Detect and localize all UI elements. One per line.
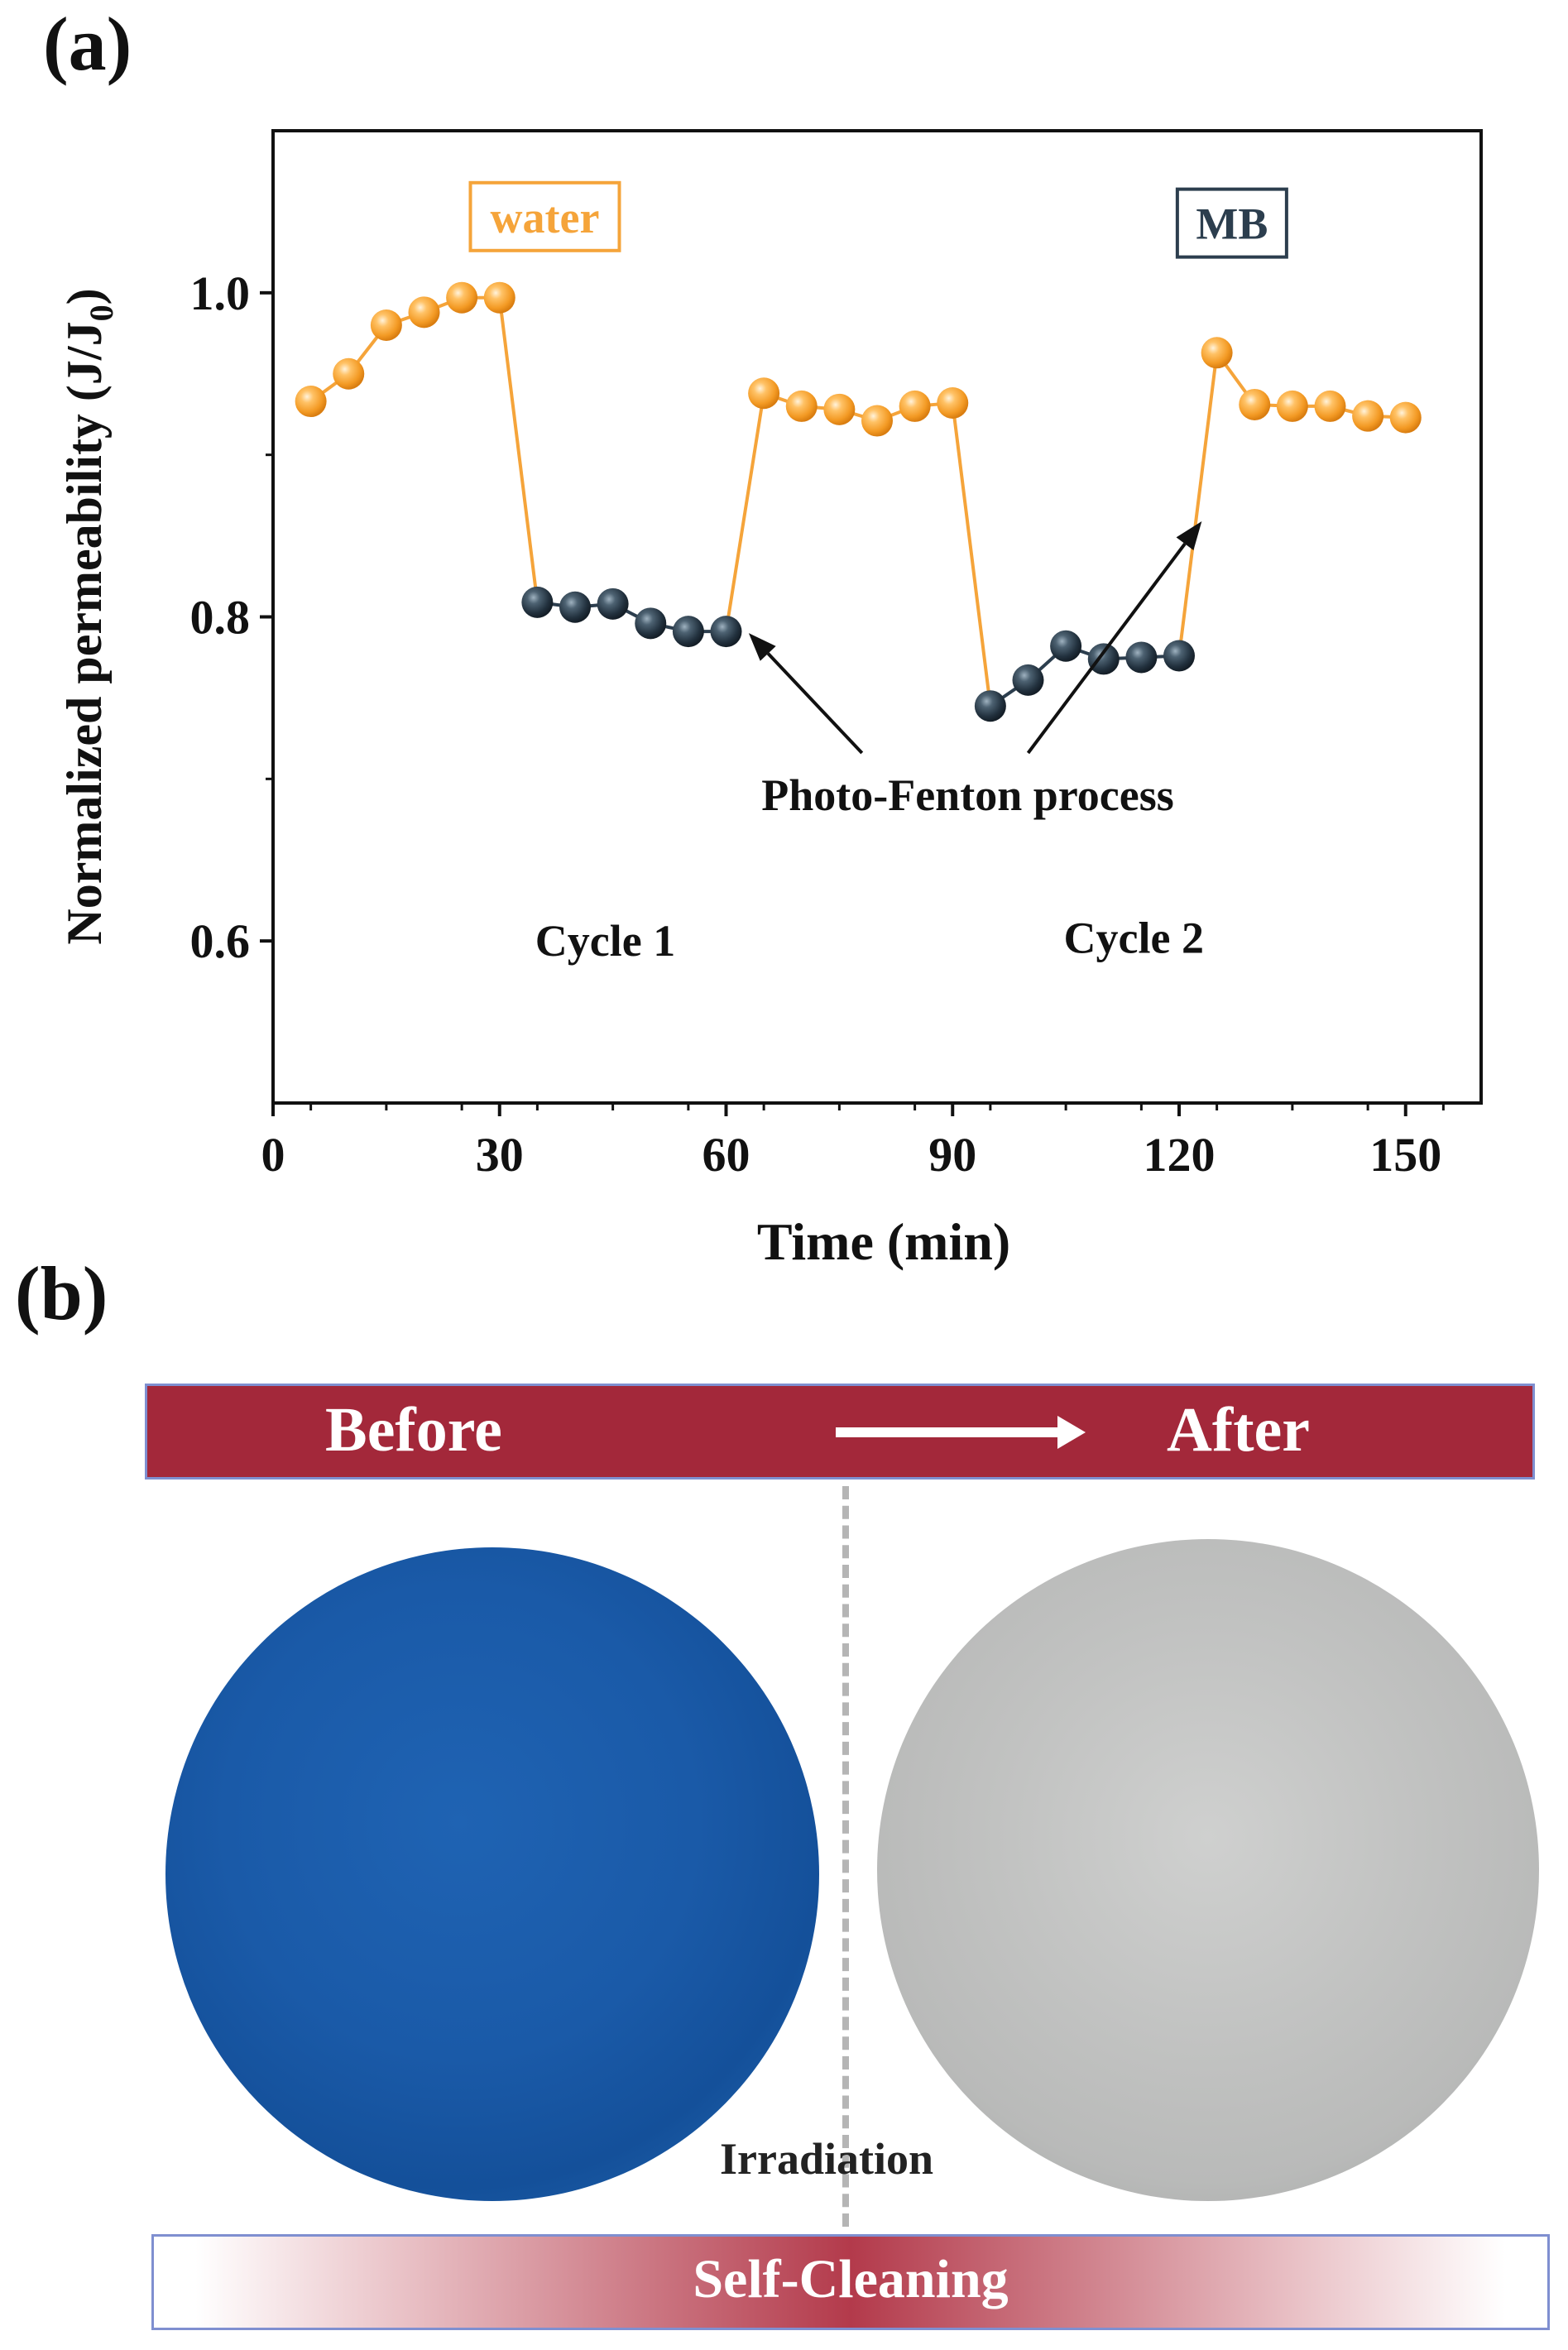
data-point-water: [295, 386, 327, 418]
annotation-text: Photo-Fenton process: [761, 770, 1173, 820]
annotation-arrow-line: [1026, 542, 1187, 755]
annotation-text: Cycle 1: [535, 916, 675, 966]
data-point-water: [446, 281, 478, 314]
y-axis-label: Normalized permeability (J/J0): [57, 288, 120, 944]
legend-box-water: [468, 180, 621, 252]
x-tick-label: 30: [476, 1128, 524, 1182]
data-point-mb: [1087, 643, 1120, 675]
transition-line: [724, 392, 766, 632]
x-tick-label: 150: [1369, 1128, 1441, 1182]
data-point-mb: [710, 616, 742, 648]
data-point-water: [1239, 388, 1271, 420]
annotation-arrow-head: [748, 633, 776, 661]
x-tick-label: 120: [1144, 1128, 1216, 1182]
data-point-mb: [635, 607, 667, 640]
legend-label-mb: MB: [1196, 199, 1268, 249]
irradiation-label: Irradiation: [720, 2134, 934, 2184]
data-point-mb: [1012, 664, 1044, 696]
x-tick-label: 0: [261, 1128, 285, 1182]
dashed-divider: [842, 1486, 849, 2227]
transition-line: [497, 297, 539, 603]
y-axis-label-close: ): [57, 288, 112, 305]
data-point-water: [483, 281, 515, 314]
data-point-mb: [974, 690, 1006, 722]
permeability-chart: 0 30 60 90 120 150 0.6 0.8 1.0 water MB Photo-Fen…: [57, 129, 1483, 1271]
membrane-before-photo: [165, 1547, 819, 2201]
data-point-water: [785, 390, 818, 422]
data-point-water: [1276, 390, 1308, 422]
before-after-banner: Before After: [145, 1384, 1535, 1480]
data-point-water: [899, 390, 931, 422]
x-tick-label: 90: [928, 1128, 976, 1182]
panel-a-label: (a): [43, 2, 132, 86]
self-cleaning-label: Self-Cleaning: [693, 2249, 1009, 2309]
right-arrow-icon: [836, 1427, 1066, 1437]
data-point-water: [333, 357, 365, 390]
data-point-water: [408, 296, 440, 329]
panel-b-label: (b): [15, 1251, 108, 1336]
y-axis-label-main: Normalized permeability (J/J: [57, 321, 112, 944]
annotation-arrow-head: [1176, 520, 1202, 550]
annotation-text: Cycle 2: [1064, 913, 1204, 962]
data-point-mb: [521, 586, 554, 618]
plot-frame: [271, 129, 1483, 1105]
x-axis-label: Time (min): [757, 1212, 1010, 1271]
data-point-water: [1352, 400, 1384, 432]
transition-line: [951, 402, 992, 707]
y-axis-label-subscript: 0: [83, 305, 120, 321]
data-point-mb: [1050, 630, 1082, 662]
data-point-mb: [672, 616, 704, 648]
y-tick-label: 1.0: [190, 266, 251, 320]
data-point-water: [1201, 337, 1233, 369]
data-point-mb: [1163, 640, 1195, 672]
data-point-mb: [559, 591, 591, 623]
data-point-mb: [597, 588, 629, 620]
data-point-water: [823, 393, 856, 425]
legend-label-water: water: [491, 193, 600, 242]
transition-line: [1177, 352, 1219, 656]
self-cleaning-bar: Self-Cleaning: [151, 2234, 1550, 2330]
annotation-arrow-line: [766, 652, 864, 755]
data-point-water: [370, 309, 402, 341]
data-point-mb: [1125, 641, 1158, 674]
data-point-water: [748, 377, 780, 410]
data-point-water: [1389, 401, 1422, 434]
membrane-after-photo: [877, 1539, 1539, 2201]
x-tick-label: 60: [702, 1128, 750, 1182]
right-arrow-head-icon: [1057, 1416, 1086, 1449]
after-label: After: [1167, 1395, 1310, 1465]
data-point-water: [937, 387, 969, 419]
legend-box-mb: [1175, 187, 1288, 259]
y-tick-label: 0.6: [190, 914, 251, 968]
data-point-water: [1314, 390, 1346, 422]
data-point-water: [861, 405, 893, 437]
before-label: Before: [325, 1395, 502, 1465]
y-tick-label: 0.8: [190, 591, 251, 645]
